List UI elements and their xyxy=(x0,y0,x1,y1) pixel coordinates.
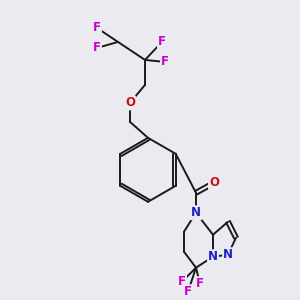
Text: F: F xyxy=(161,56,169,68)
Text: F: F xyxy=(178,275,186,288)
Text: F: F xyxy=(93,41,101,54)
Text: F: F xyxy=(158,35,166,49)
Text: O: O xyxy=(209,176,219,189)
Text: N: N xyxy=(191,206,201,219)
Text: O: O xyxy=(125,96,135,110)
Text: N: N xyxy=(208,250,218,263)
Text: F: F xyxy=(196,277,204,290)
Text: F: F xyxy=(184,285,192,298)
Text: F: F xyxy=(93,22,101,34)
Text: N: N xyxy=(223,248,233,261)
